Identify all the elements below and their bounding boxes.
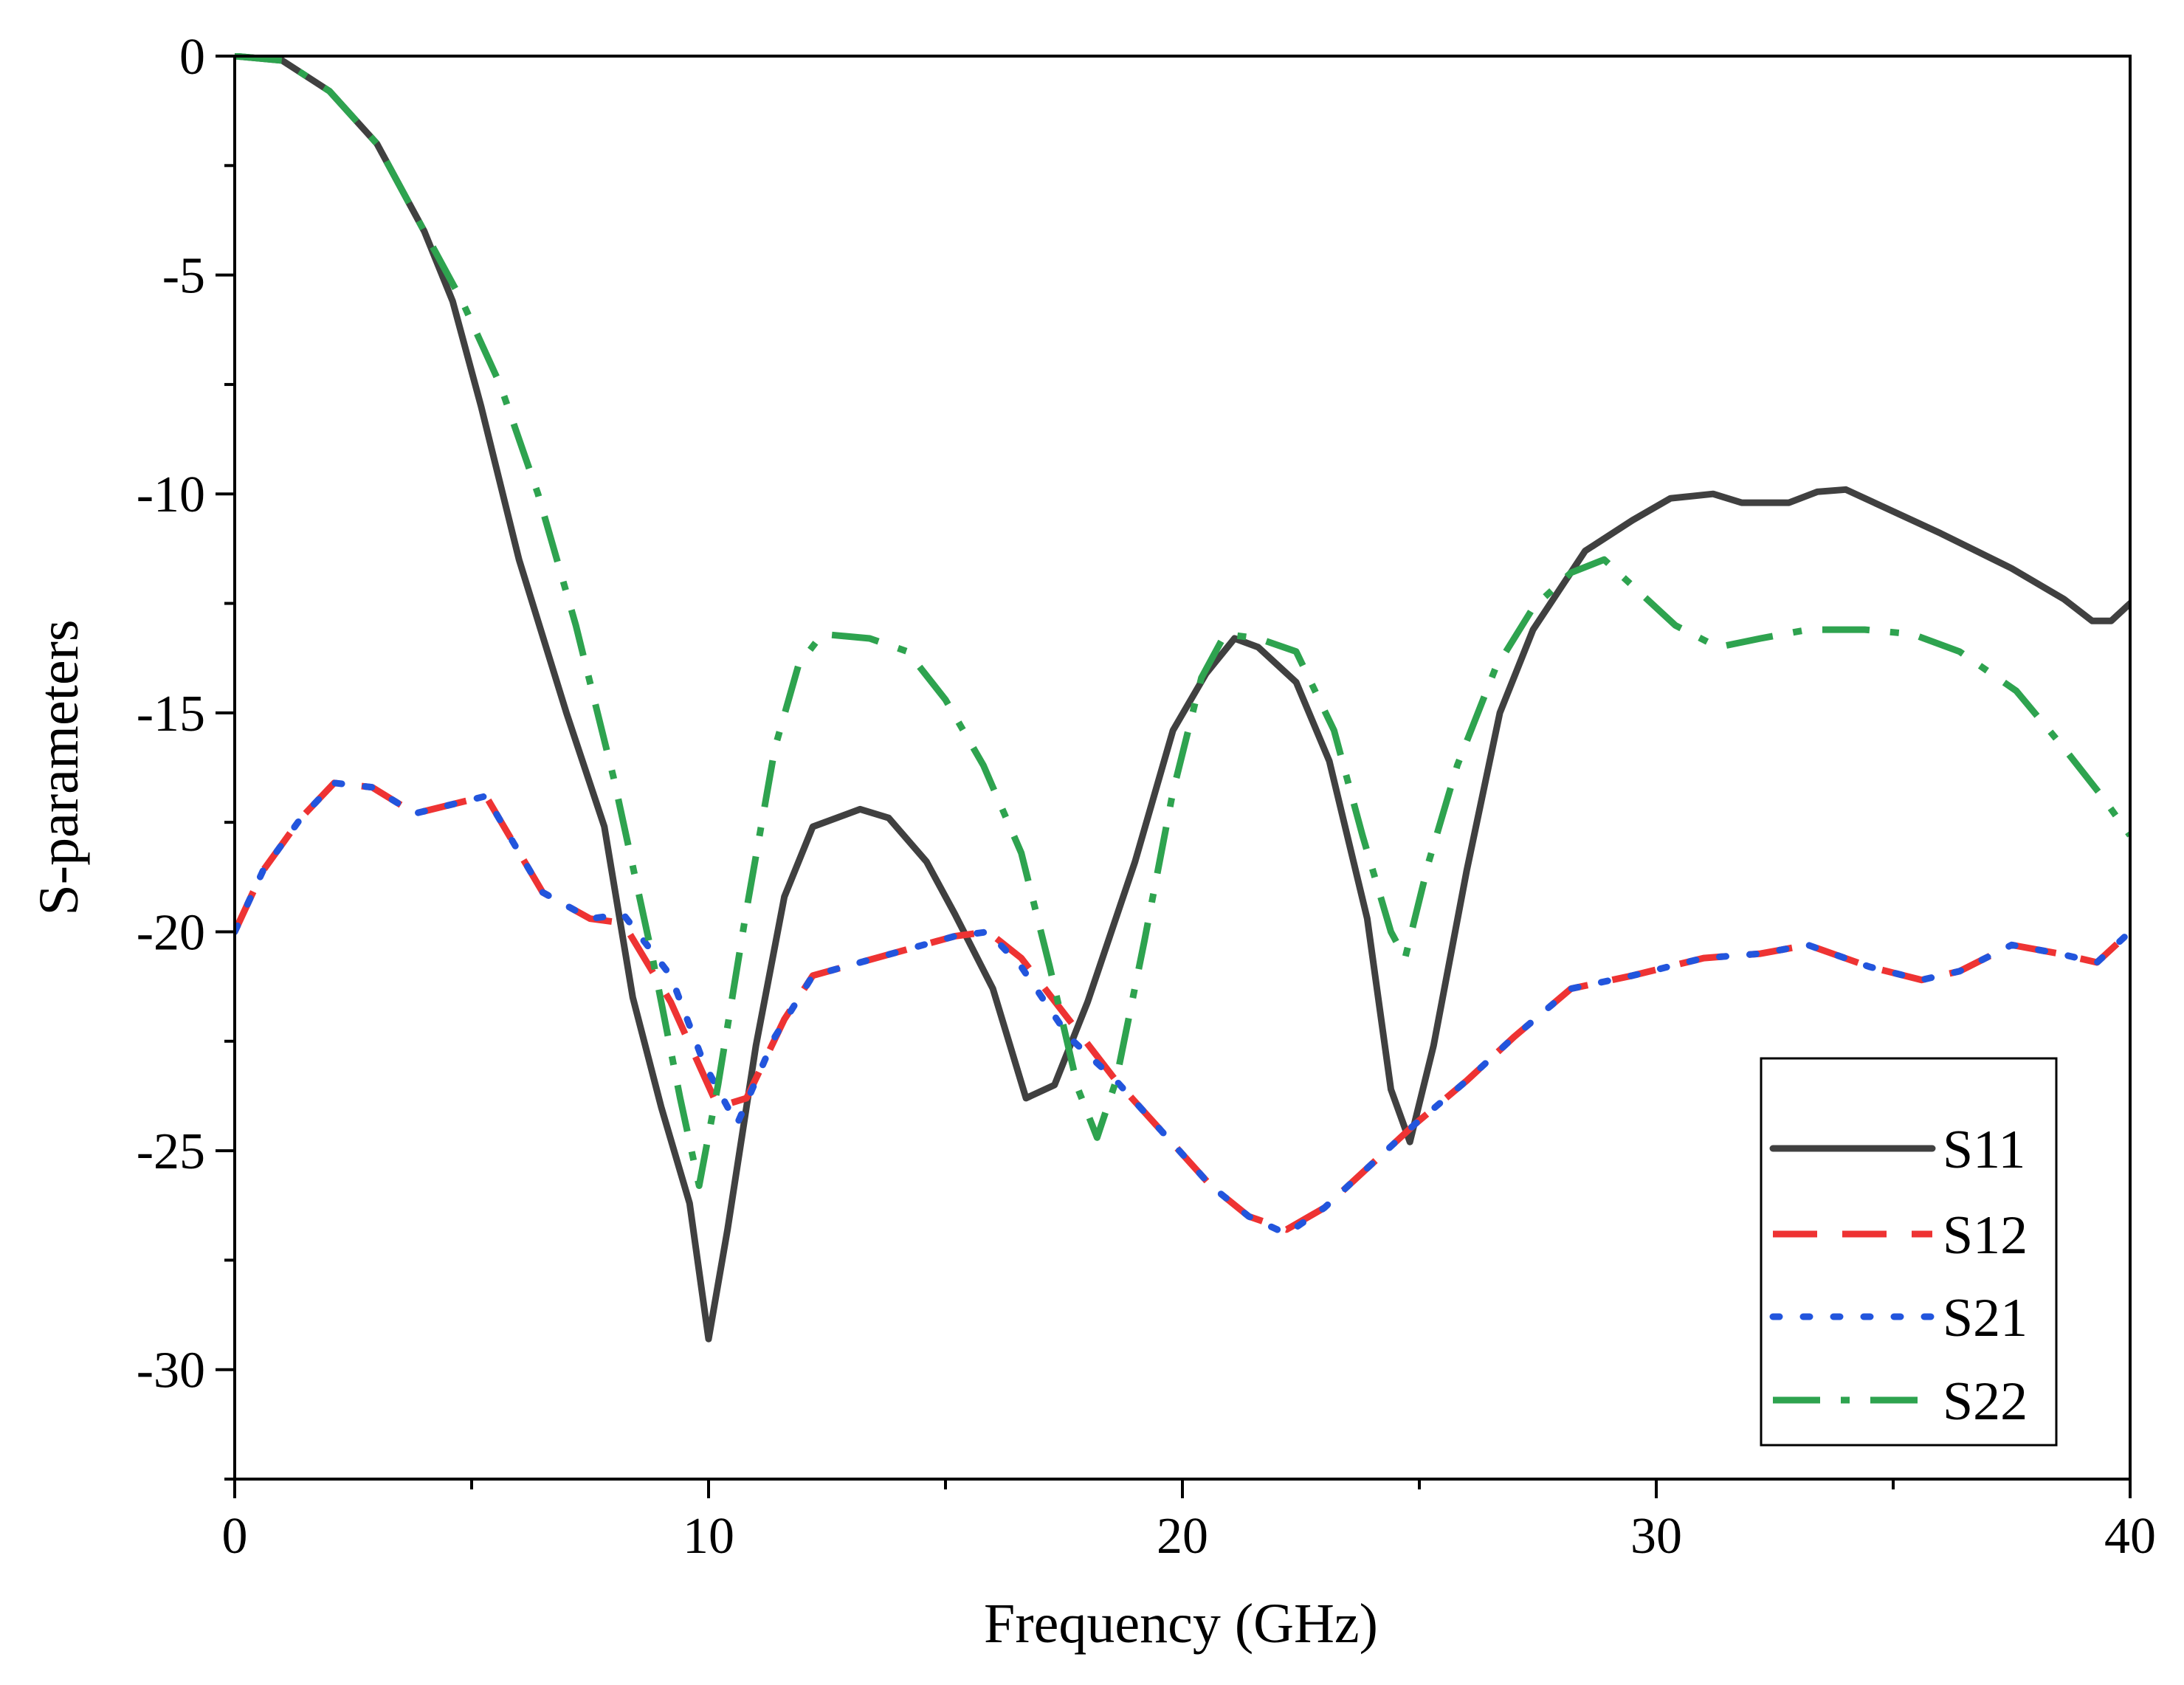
y-axis-title: S-parameters <box>28 620 90 916</box>
series-layer <box>235 53 2130 1343</box>
x-tick-label: 40 <box>2104 1508 2156 1565</box>
legend-box <box>1760 1057 2058 1447</box>
x-tick-label: 20 <box>1157 1508 1208 1565</box>
y-tick-label: -20 <box>137 904 205 961</box>
legend: S11 S12 S21 S22 <box>1760 1057 2058 1447</box>
labels-layer: Frequency (GHz) S-parameters 0 10 20 30 40 0 -… <box>28 29 2156 1655</box>
legend-label-s11: S11 <box>1943 1120 2025 1180</box>
legend-label-s21: S21 <box>1943 1288 2028 1348</box>
y-tick-label: -25 <box>137 1123 205 1180</box>
legend-label-s12: S12 <box>1943 1205 2028 1266</box>
y-tick-label: -5 <box>162 248 205 305</box>
series-line-s22 <box>235 53 2130 1189</box>
x-tick-label: 10 <box>683 1508 734 1565</box>
legend-label-s22: S22 <box>1943 1371 2028 1432</box>
x-tick-label: 0 <box>222 1508 248 1565</box>
y-tick-label: -30 <box>137 1343 205 1399</box>
y-tick-label: -10 <box>137 466 205 523</box>
x-axis-title: Frequency (GHz) <box>984 1593 1378 1655</box>
y-tick-label: 0 <box>179 29 205 86</box>
x-tick-label: 30 <box>1630 1508 1682 1565</box>
y-tick-label: -15 <box>137 686 205 742</box>
series-line-s11 <box>235 53 2130 1343</box>
series-line-s21 <box>235 779 2130 1238</box>
axes-layer <box>216 55 2132 1498</box>
